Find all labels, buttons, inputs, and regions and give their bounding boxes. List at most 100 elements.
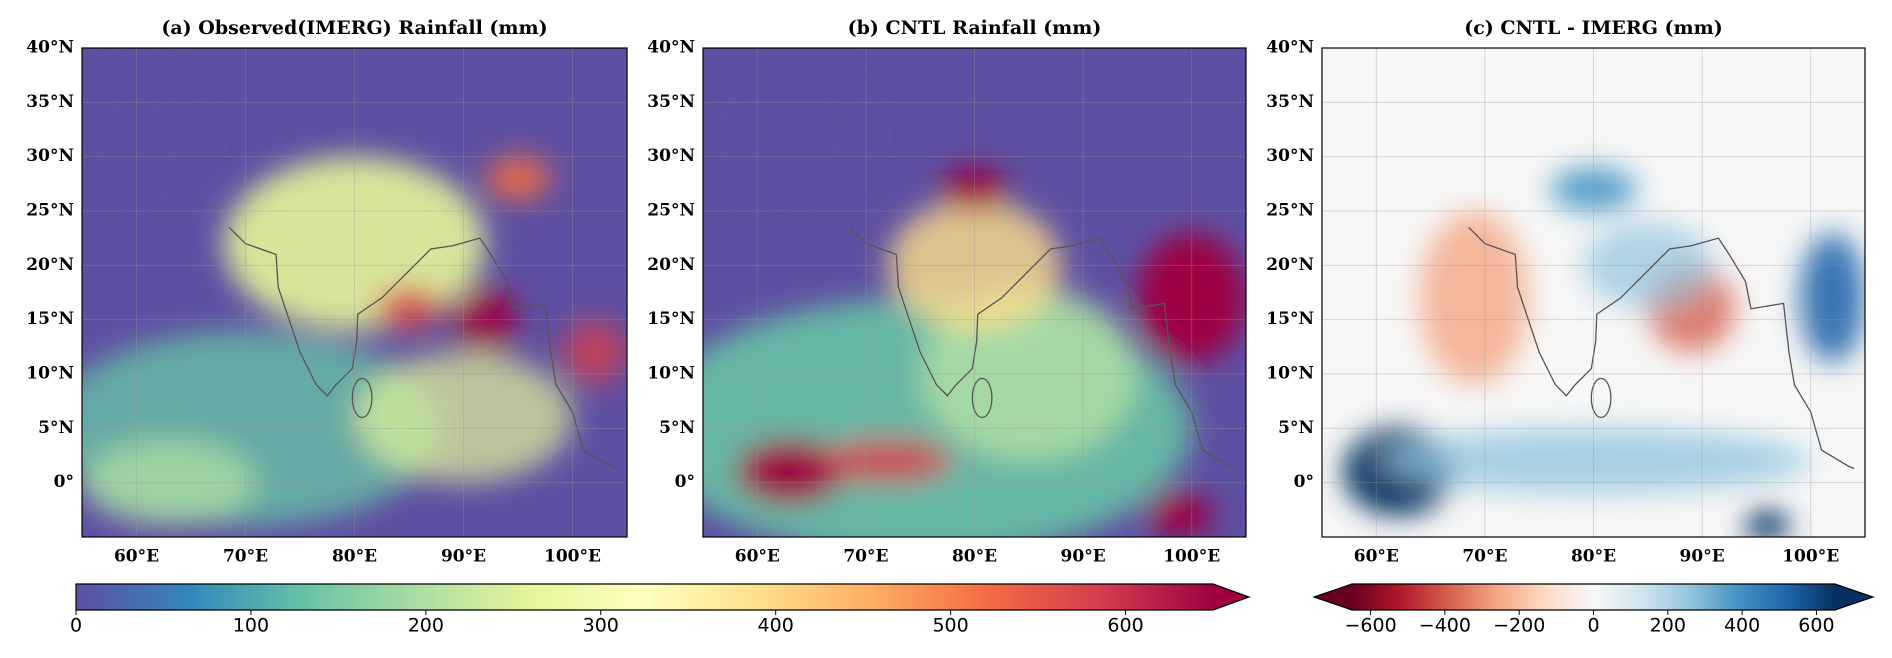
y-tick-label: 40°N — [1266, 38, 1314, 58]
x-tick-label: 90°E — [1061, 547, 1106, 567]
x-tick-label: 80°E — [332, 547, 377, 567]
colorbar-extend — [1314, 584, 1352, 610]
y-tick-label: 10°N — [1266, 364, 1314, 384]
coastline — [228, 226, 617, 470]
field-blob — [452, 287, 518, 353]
field — [703, 48, 1246, 537]
y-tick-label: 20°N — [647, 255, 695, 275]
y-tick-label: 25°N — [647, 201, 695, 221]
colorbar-tick-label: 200 — [408, 615, 444, 637]
x-tick-label: 60°E — [1354, 547, 1399, 567]
field-blob — [82, 69, 202, 244]
field-blob — [561, 319, 627, 385]
y-tick-label: 15°N — [26, 309, 74, 329]
field-blob — [887, 200, 1062, 331]
x-tick-label: 70°E — [223, 547, 268, 567]
panel-title: (c) CNTL - IMERG (mm) — [1464, 17, 1723, 39]
y-tick-label: 25°N — [1266, 201, 1314, 221]
coastline — [1468, 226, 1855, 470]
y-tick-label: 20°N — [26, 255, 74, 275]
x-tick-label: 100°E — [1163, 547, 1220, 567]
field-blob — [376, 287, 442, 331]
field-blob — [1376, 428, 1811, 494]
panel-title: (b) CNTL Rainfall (mm) — [848, 17, 1102, 39]
panel-title: (a) Observed(IMERG) Rainfall (mm) — [161, 17, 547, 39]
field-blob — [1550, 167, 1637, 211]
x-tick-label: 80°E — [1571, 547, 1616, 567]
field-blob — [354, 352, 573, 483]
coastline — [971, 377, 993, 419]
coastline — [849, 226, 1236, 470]
field-blob — [1582, 221, 1713, 309]
colorbar-tick-label: 0 — [1587, 615, 1599, 637]
colorbar-tick-label: 400 — [1724, 615, 1760, 637]
colorbar-tick-label: −200 — [1493, 615, 1545, 637]
map — [1322, 48, 1865, 537]
y-tick-label: 40°N — [647, 38, 695, 58]
field-blob — [1799, 232, 1865, 364]
x-tick-label: 60°E — [735, 547, 780, 567]
y-tick-label: 35°N — [647, 92, 695, 112]
x-tick-label: 60°E — [114, 547, 159, 567]
y-tick-label: 35°N — [26, 92, 74, 112]
y-tick-label: 30°N — [1266, 146, 1314, 166]
colorbar-tick-label: −600 — [1344, 615, 1396, 637]
y-tick-label: 20°N — [1266, 255, 1314, 275]
x-tick-label: 90°E — [1680, 547, 1725, 567]
y-tick-label: 0° — [675, 472, 695, 492]
colorbar-tick-label: 600 — [1107, 615, 1143, 637]
colorbar-extend — [1213, 584, 1249, 610]
y-tick-label: 0° — [1294, 472, 1314, 492]
y-tick-label: 15°N — [1266, 309, 1314, 329]
colorbar — [1352, 584, 1835, 610]
y-tick-label: 5°N — [659, 418, 695, 438]
field-blob — [1745, 509, 1789, 537]
field — [82, 69, 627, 527]
colorbar-tick-label: 500 — [932, 615, 968, 637]
y-tick-label: 10°N — [647, 364, 695, 384]
colorbar-extend — [1835, 584, 1873, 610]
x-tick-label: 90°E — [441, 547, 486, 567]
y-tick-label: 5°N — [1278, 418, 1314, 438]
y-tick-label: 40°N — [26, 38, 74, 58]
colorbar-outline — [1312, 583, 1875, 611]
colorbar-tick-label: −400 — [1419, 615, 1471, 637]
field — [1343, 167, 1865, 537]
map-frame — [702, 47, 1247, 538]
y-tick-label: 30°N — [647, 146, 695, 166]
map-frame — [1321, 47, 1866, 538]
coastline — [351, 377, 373, 419]
y-tick-label: 5°N — [38, 418, 74, 438]
field-blob — [82, 439, 257, 527]
field-blob — [223, 156, 486, 331]
x-tick-label: 100°E — [1782, 547, 1839, 567]
colorbar-tick-label: 100 — [233, 615, 269, 637]
y-tick-label: 0° — [54, 472, 74, 492]
x-tick-label: 70°E — [1462, 547, 1507, 567]
field-blob — [735, 439, 845, 505]
field-blob — [1137, 232, 1246, 364]
x-tick-label: 70°E — [843, 547, 888, 567]
field-blob — [1419, 210, 1529, 385]
y-tick-label: 35°N — [1266, 92, 1314, 112]
colorbar-outline — [75, 583, 1251, 611]
colorbar-tick-label: 0 — [70, 615, 82, 637]
colorbar-tick-label: 400 — [758, 615, 794, 637]
y-tick-label: 30°N — [26, 146, 74, 166]
field-blob — [920, 287, 1138, 461]
field-blob — [941, 167, 1008, 211]
y-tick-label: 10°N — [26, 364, 74, 384]
map-frame — [81, 47, 628, 538]
coastline — [1590, 377, 1612, 419]
field-blob — [1148, 493, 1214, 537]
x-tick-label: 100°E — [544, 547, 601, 567]
y-tick-label: 15°N — [647, 309, 695, 329]
colorbar-tick-label: 600 — [1798, 615, 1834, 637]
y-tick-label: 25°N — [26, 201, 74, 221]
map — [82, 48, 627, 537]
field-blob — [822, 439, 953, 483]
field-blob — [703, 48, 866, 222]
colorbar — [76, 584, 1213, 610]
colorbar-tick-label: 200 — [1650, 615, 1686, 637]
